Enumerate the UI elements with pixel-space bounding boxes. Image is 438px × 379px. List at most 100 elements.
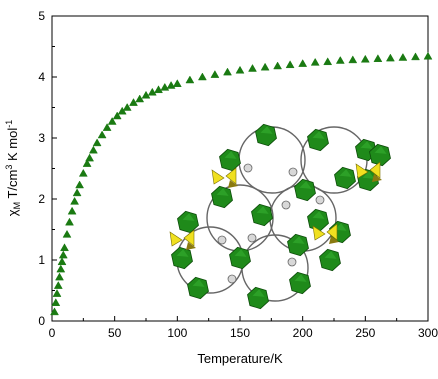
polyhedron-face	[256, 206, 269, 214]
data-point	[285, 60, 295, 69]
x-tick-label: 100	[167, 326, 187, 340]
data-point	[360, 54, 370, 63]
data-point	[335, 55, 345, 64]
polyhedron-face	[334, 223, 347, 231]
polyhedron-face	[374, 146, 387, 154]
data-point	[62, 229, 72, 238]
data-point	[348, 55, 358, 64]
green-polyhedron	[307, 128, 329, 152]
y-label-mid: T/cm	[5, 170, 20, 202]
green-polyhedron	[251, 203, 273, 227]
green-polyhedron	[211, 185, 233, 209]
yellow-tetrahedron	[169, 231, 183, 247]
data-point	[310, 57, 320, 66]
data-series	[50, 51, 433, 316]
y-label-sup2: -1	[4, 120, 14, 128]
data-point	[411, 52, 420, 61]
data-point	[273, 61, 283, 70]
y-tick-label: 3	[38, 131, 45, 145]
bridge-node	[217, 235, 227, 245]
data-point	[60, 243, 69, 252]
y-label-sup: 3	[4, 165, 14, 170]
bridge-node	[247, 233, 257, 243]
data-point	[423, 51, 433, 60]
data-point	[298, 59, 308, 67]
data-point	[122, 102, 132, 111]
polyhedron-face	[182, 213, 195, 221]
polyhedron-face	[252, 289, 265, 297]
green-polyhedron	[334, 166, 356, 190]
data-point	[57, 257, 67, 266]
data-point	[147, 87, 157, 96]
green-polyhedron	[287, 233, 309, 257]
bridge-node	[243, 163, 253, 173]
polyhedron-face	[362, 171, 375, 179]
data-point	[373, 54, 383, 62]
polyhedron-face	[292, 236, 305, 244]
polyhedron-face	[234, 249, 247, 257]
polyhedron-face	[216, 188, 229, 196]
data-point	[185, 75, 195, 84]
polyhedron-face	[312, 211, 325, 219]
structure-inset	[169, 123, 391, 310]
yellow-tetrahedron	[312, 225, 326, 241]
data-point	[248, 63, 257, 72]
bridge-node	[288, 167, 298, 177]
x-tick-label: 0	[49, 326, 56, 340]
polyhedron-face	[324, 251, 337, 259]
polyhedron-face	[192, 279, 205, 287]
x-axis-label: Temperature/K	[197, 351, 283, 366]
data-point	[51, 298, 61, 306]
green-polyhedron	[255, 123, 277, 147]
data-point	[141, 90, 151, 99]
polyhedron-face	[176, 249, 189, 257]
y-label-sub: M	[12, 202, 22, 210]
x-tick-label: 200	[293, 326, 313, 340]
data-point	[107, 116, 117, 125]
y-axis-ticks: 0 1 2 3 4 5	[38, 9, 57, 328]
data-point	[55, 272, 64, 281]
polyhedron-face	[360, 141, 373, 149]
bridge-node	[281, 200, 291, 210]
polyhedron-face	[260, 126, 273, 134]
tetrahedron-shadow	[228, 180, 238, 188]
polyhedron-face	[339, 169, 352, 177]
y-tick-label: 2	[38, 192, 45, 206]
y-label-tail: K mol	[5, 128, 20, 165]
data-point	[323, 57, 333, 66]
data-point	[385, 53, 395, 62]
data-point	[97, 130, 107, 139]
data-point	[92, 138, 102, 147]
green-polyhedron	[294, 178, 316, 202]
y-tick-label: 4	[38, 70, 45, 84]
data-point	[88, 145, 98, 154]
green-polyhedron	[369, 143, 391, 167]
data-point	[102, 123, 112, 131]
data-point	[75, 180, 85, 189]
x-tick-label: 250	[355, 326, 375, 340]
x-tick-label: 50	[108, 326, 122, 340]
data-point	[210, 70, 220, 78]
data-point	[197, 72, 207, 81]
data-point	[67, 206, 77, 215]
y-axis-label: χM T/cm3 K mol-1	[4, 120, 22, 216]
green-polyhedron	[247, 286, 269, 310]
green-polyhedron	[229, 246, 251, 270]
x-axis-ticks: 0 50 100 150 200 250 300	[49, 316, 438, 340]
data-point	[154, 85, 163, 94]
yellow-tetrahedron	[211, 169, 225, 185]
y-tick-label: 0	[38, 314, 45, 328]
data-point	[160, 82, 170, 91]
data-point	[78, 168, 88, 177]
polyhedron-face	[224, 151, 237, 159]
yellow-tetrahedron	[355, 163, 369, 179]
green-polyhedron	[319, 248, 341, 272]
data-point	[112, 111, 122, 120]
y-label-chi: χ	[5, 209, 20, 216]
x-tick-label: 150	[230, 326, 250, 340]
yellow-tetrahedron	[225, 167, 237, 185]
data-point	[398, 52, 408, 61]
data-point	[70, 196, 80, 205]
